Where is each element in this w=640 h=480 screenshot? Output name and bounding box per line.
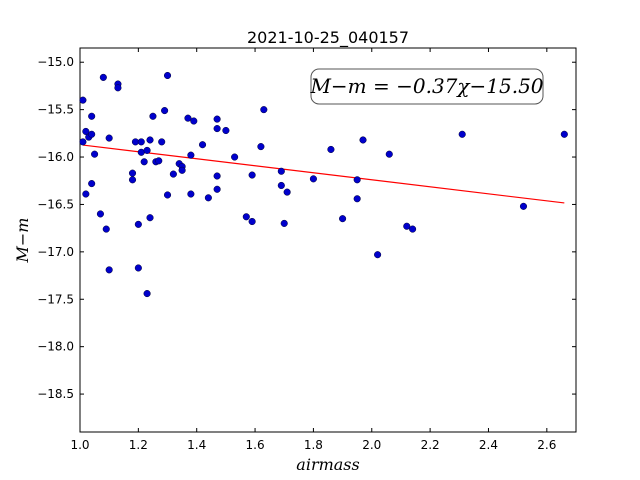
data-point (169, 170, 177, 178)
data-point (134, 220, 142, 228)
data-point (102, 225, 110, 233)
data-point (82, 190, 90, 198)
data-point (163, 191, 172, 199)
data-point (339, 215, 347, 223)
data-point (96, 210, 104, 218)
x-tick-label: 2.2 (421, 438, 440, 452)
data-point (128, 176, 137, 184)
data-point (146, 214, 154, 222)
data-point (82, 127, 90, 135)
data-point (519, 202, 528, 210)
data-point (105, 134, 113, 142)
data-point (327, 145, 335, 154)
data-point (128, 169, 137, 177)
data-point (277, 167, 285, 175)
y-tick-label: −16.5 (37, 197, 74, 211)
annotation-text: M−m = −0.37χ−15.50 (309, 74, 543, 98)
data-point (213, 185, 221, 193)
data-point (88, 112, 96, 120)
data-point (99, 73, 107, 81)
data-point (161, 107, 169, 115)
y-axis-label: M−m (13, 218, 32, 264)
annotation-box (310, 68, 544, 105)
data-point (88, 130, 96, 138)
data-point (248, 217, 256, 226)
data-point (283, 188, 291, 196)
data-point (248, 171, 256, 179)
data-point (146, 136, 154, 144)
data-point (190, 117, 198, 125)
data-point (184, 114, 192, 122)
data-point (409, 225, 417, 233)
data-point (143, 290, 151, 298)
data-point (178, 166, 186, 174)
y-tick-label: −17.0 (37, 245, 74, 259)
data-point (187, 190, 195, 198)
data-point (385, 150, 393, 158)
data-point (353, 195, 361, 203)
data-point (163, 71, 172, 80)
data-point (79, 138, 87, 146)
chart-title: 2021-10-25_040157 (247, 28, 409, 48)
data-point (353, 176, 361, 184)
data-point (134, 264, 142, 272)
y-tick-label: −15.5 (37, 103, 74, 117)
y-tick-label: −16.0 (37, 150, 74, 164)
data-point (560, 130, 568, 138)
data-point (260, 106, 268, 114)
x-tick-label: 1.4 (187, 438, 206, 452)
x-tick-label: 2.0 (362, 438, 381, 452)
axes-frame (79, 47, 577, 433)
data-point (277, 181, 285, 190)
x-tick-label: 2.4 (479, 438, 498, 452)
data-point (79, 96, 87, 104)
data-point (213, 172, 221, 180)
data-point (155, 157, 163, 165)
data-point (198, 141, 207, 149)
data-point (114, 84, 122, 92)
data-point (137, 138, 145, 146)
y-tick-label: −18.0 (37, 340, 74, 354)
data-point (204, 194, 212, 202)
data-point (359, 136, 367, 144)
data-point (187, 151, 195, 159)
fit-line (82, 144, 565, 204)
x-tick-label: 2.6 (537, 438, 556, 452)
x-axis-label: airmass (296, 455, 359, 474)
data-point (143, 146, 151, 154)
data-point (231, 153, 239, 161)
x-tick-label: 1.0 (70, 438, 89, 452)
data-point (242, 213, 250, 221)
y-tick-label: −15.0 (37, 55, 74, 69)
plot-area: 1.0 1.2 1.4 1.6 1.8 2.0 2.2 2.4 2.6 −15.0 −15.5 −16… (37, 47, 577, 452)
data-point (140, 158, 148, 166)
data-point (222, 126, 230, 135)
data-point (158, 138, 166, 146)
x-tick-label: 1.6 (246, 438, 265, 452)
data-point (149, 112, 157, 120)
data-point (105, 266, 113, 274)
y-tick-label: −18.5 (37, 387, 74, 401)
data-point (403, 222, 411, 230)
data-point (309, 175, 317, 183)
x-tick-label: 1.8 (304, 438, 323, 452)
x-tick-label: 1.2 (129, 438, 148, 452)
data-point (280, 219, 288, 227)
data-point (257, 143, 265, 151)
data-point (88, 180, 96, 188)
y-tick-label: −17.5 (37, 292, 74, 306)
data-point (213, 115, 221, 123)
data-point (458, 130, 466, 138)
data-point (213, 125, 221, 133)
data-point (91, 150, 99, 158)
data-point (374, 251, 382, 259)
